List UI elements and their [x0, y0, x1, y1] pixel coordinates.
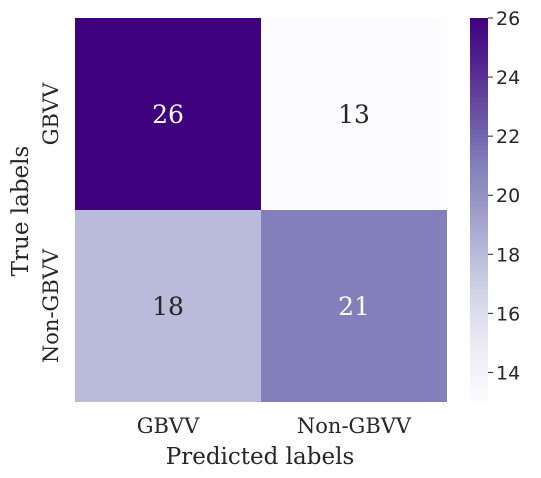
- y-tick-label: Non-GBVV: [39, 248, 63, 363]
- x-tick-label: GBVV: [137, 414, 200, 438]
- x-tick-labels: GBVV Non-GBVV: [137, 414, 412, 438]
- cell-value-label: 13: [338, 100, 370, 129]
- x-tick-label: Non-GBVV: [297, 414, 412, 438]
- heatmap-cell: [261, 210, 447, 402]
- colorbar-tick-label: 18: [496, 244, 520, 266]
- colorbar-tick-label: 14: [496, 362, 520, 384]
- cell-value-label: 18: [152, 292, 184, 321]
- cell-value-label: 26: [152, 100, 184, 129]
- x-axis-label: Predicted labels: [166, 444, 355, 470]
- colorbar: [470, 18, 488, 402]
- colorbar-tick-label: 24: [496, 67, 520, 89]
- colorbar-tick-label: 26: [496, 8, 520, 30]
- y-tick-label: GBVV: [39, 82, 63, 145]
- heatmap-cell: [75, 18, 261, 210]
- heatmap-cell: [75, 210, 261, 402]
- heatmap-cell-labels: 26 13 18 21: [152, 100, 370, 321]
- y-tick-labels: GBVV Non-GBVV: [39, 82, 63, 363]
- y-axis-label: True labels: [8, 146, 34, 277]
- cell-value-label: 21: [338, 292, 370, 321]
- colorbar-tick-label: 22: [496, 126, 520, 148]
- heatmap-cell: [261, 18, 447, 210]
- colorbar-tick-label: 16: [496, 303, 520, 325]
- colorbar-tick-label: 20: [496, 185, 520, 207]
- colorbar-ticks: 14 16 18 20 22 24 26: [488, 8, 520, 384]
- heatmap-cells: [75, 18, 447, 402]
